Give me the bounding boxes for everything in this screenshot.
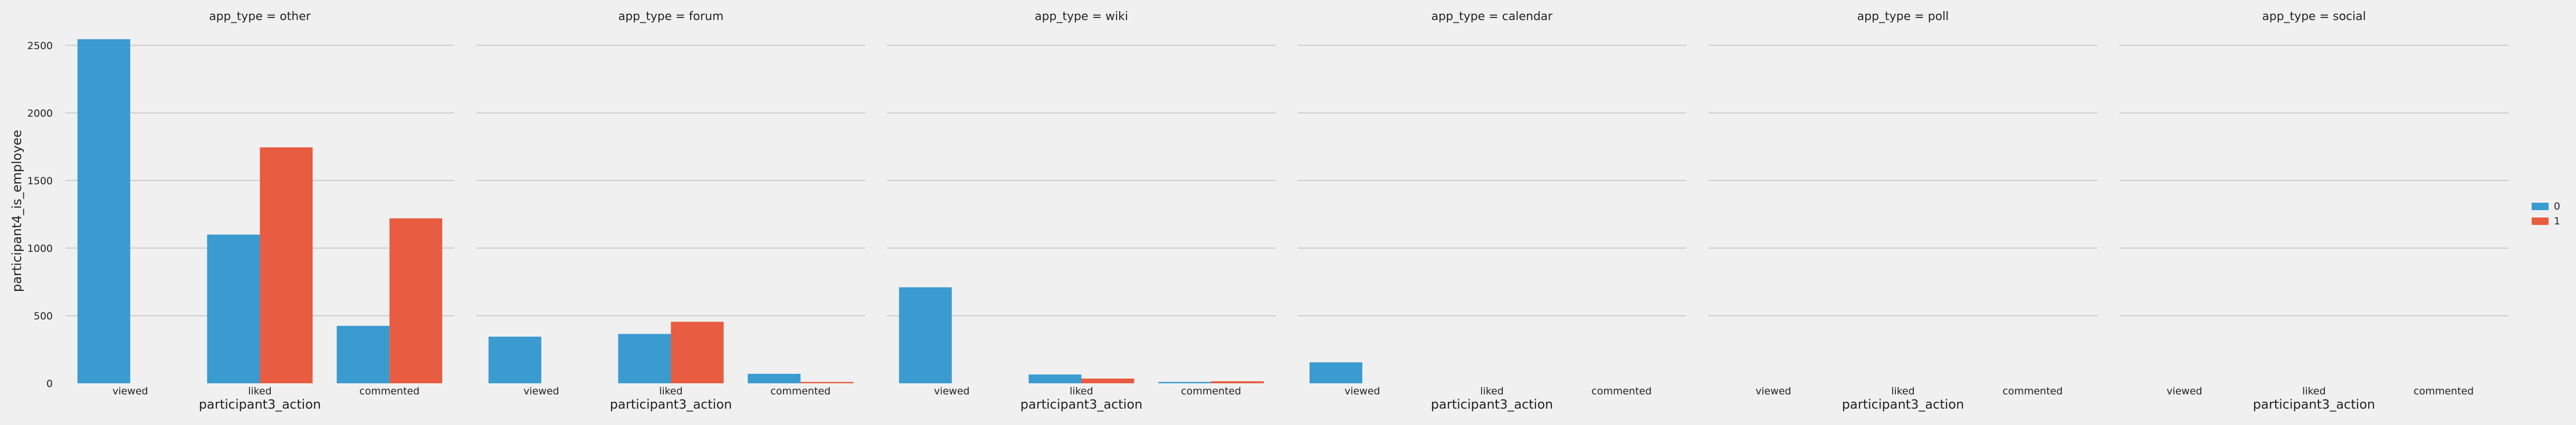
x-tick-label-6-liked: liked (2302, 385, 2326, 397)
facet-title-1: app_type = other (209, 10, 311, 23)
y-tick-label-0: 0 (46, 378, 53, 390)
x-tick-label-6-commented: commented (2413, 385, 2474, 397)
bar-1-commented-series-1 (389, 218, 443, 383)
x-tick-label-2-liked: liked (659, 385, 683, 397)
bar-1-commented-series-0 (337, 326, 390, 383)
x-tick-label-1-viewed: viewed (112, 385, 148, 397)
x-tick-label-3-viewed: viewed (934, 385, 970, 397)
y-tick-label-500: 500 (34, 310, 53, 322)
x-tick-label-5-commented: commented (2002, 385, 2063, 397)
bar-3-viewed-series-0 (899, 287, 952, 383)
bar-3-liked-series-0 (1028, 374, 1082, 383)
facet-title-2: app_type = forum (618, 10, 724, 23)
y-tick-label-2000: 2000 (27, 108, 53, 119)
x-tick-label-5-liked: liked (1891, 385, 1915, 397)
bar-1-liked-series-0 (207, 234, 260, 383)
facet-title-6: app_type = social (2262, 10, 2366, 23)
x-tick-label-1-commented: commented (359, 385, 419, 397)
bar-2-commented-series-0 (748, 374, 801, 383)
bar-2-liked-series-1 (671, 322, 724, 383)
bar-2-commented-series-1 (800, 382, 854, 383)
bar-3-liked-series-1 (1081, 379, 1134, 383)
facet-title-5: app_type = poll (1857, 10, 1949, 23)
legend-label-0: 0 (2554, 201, 2560, 212)
bar-2-viewed-series-0 (488, 336, 541, 383)
facet-title-4: app_type = calendar (1432, 10, 1553, 23)
x-tick-label-4-liked: liked (1480, 385, 1504, 397)
x-tick-label-1-liked: liked (248, 385, 272, 397)
y-axis-label: participant4_is_employee (9, 130, 24, 292)
legend-swatch-1 (2532, 218, 2549, 225)
x-axis-label-4: participant3_action (1431, 397, 1553, 412)
x-tick-label-3-liked: liked (1070, 385, 1093, 397)
x-axis-label-3: participant3_action (1020, 397, 1142, 412)
x-axis-label-5: participant3_action (1842, 397, 1964, 412)
bar-2-liked-series-0 (618, 334, 671, 383)
bar-1-liked-series-1 (260, 147, 313, 383)
bar-1-viewed-series-0 (77, 39, 130, 383)
x-axis-label-1: participant3_action (199, 397, 321, 412)
x-tick-label-2-viewed: viewed (523, 385, 559, 397)
x-tick-label-3-commented: commented (1181, 385, 1241, 397)
legend-swatch-0 (2532, 203, 2549, 210)
facet-title-3: app_type = wiki (1035, 10, 1128, 23)
y-tick-label-2500: 2500 (27, 40, 53, 52)
x-tick-label-4-commented: commented (1591, 385, 1652, 397)
bar-3-commented-series-0 (1158, 382, 1211, 383)
legend-label-1: 1 (2554, 215, 2560, 227)
x-tick-label-5-viewed: viewed (1756, 385, 1791, 397)
bar-3-commented-series-1 (1211, 381, 1264, 383)
bar-4-viewed-series-0 (1309, 362, 1362, 383)
x-tick-label-2-commented: commented (770, 385, 831, 397)
x-tick-label-6-viewed: viewed (2167, 385, 2202, 397)
y-tick-label-1000: 1000 (27, 243, 53, 254)
x-tick-label-4-viewed: viewed (1344, 385, 1380, 397)
x-axis-label-2: participant3_action (610, 397, 732, 412)
x-axis-label-6: participant3_action (2253, 397, 2375, 412)
y-tick-label-1500: 1500 (27, 175, 53, 187)
